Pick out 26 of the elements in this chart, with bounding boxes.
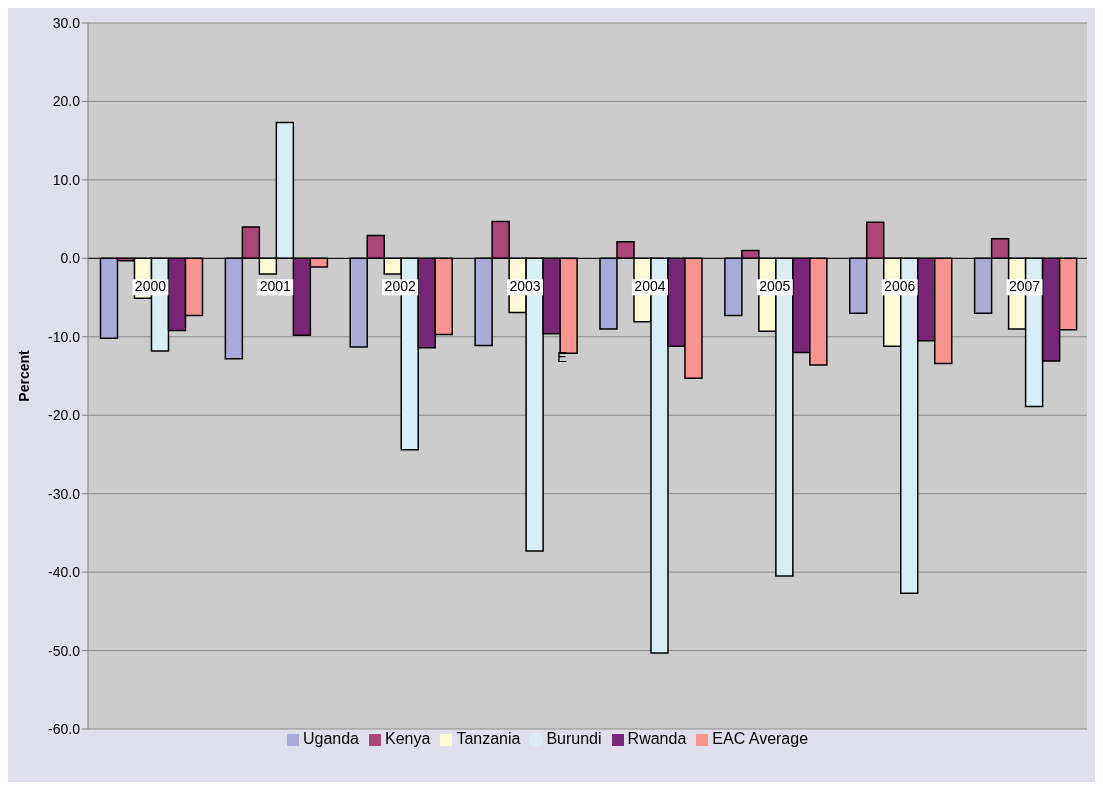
x-tick-label: 2005 xyxy=(759,278,791,295)
x-tick-label: 2006 xyxy=(884,278,916,295)
legend-label: Uganda xyxy=(302,730,359,747)
x-tick-label: 2007 xyxy=(1008,278,1041,295)
y-tick-label: 10.0 xyxy=(52,171,81,188)
x-tick-label: 2000 xyxy=(134,278,167,295)
legend-label: EAC Average xyxy=(712,730,809,747)
y-tick-label: 30.0 xyxy=(52,14,81,31)
x-tick-label: 2004 xyxy=(634,278,666,295)
legend-label: Rwanda xyxy=(627,730,687,747)
annotation: E xyxy=(557,348,568,366)
y-tick-label: -50.0 xyxy=(48,642,81,659)
legend-label: Burundi xyxy=(546,730,602,747)
y-tick-label: -40.0 xyxy=(48,564,81,581)
y-tick-label: 20.0 xyxy=(52,93,81,110)
y-tick-label: -60.0 xyxy=(48,720,81,737)
y-tick-label: -30.0 xyxy=(48,485,81,502)
y-tick-label: -20.0 xyxy=(48,407,81,424)
legend-label: Tanzania xyxy=(456,730,521,747)
x-tick-label: 2002 xyxy=(384,278,416,295)
y-tick-label: 0.0 xyxy=(60,250,81,267)
y-axis-title: Percent xyxy=(15,349,32,402)
x-tick-label: 2003 xyxy=(509,278,541,295)
y-tick-label: -10.0 xyxy=(48,328,81,345)
legend-label: Kenya xyxy=(385,730,431,747)
x-tick-label: 2001 xyxy=(259,278,292,295)
